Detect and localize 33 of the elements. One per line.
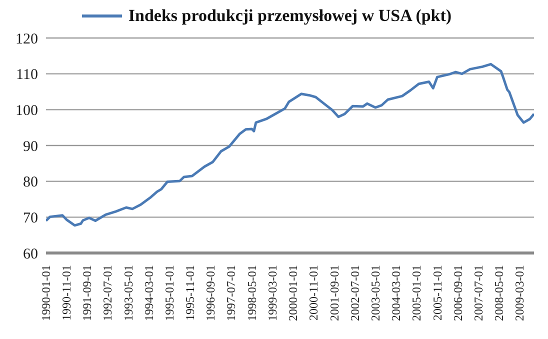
x-tick-label: 2003-05-01 (368, 265, 382, 321)
y-tick-label: 70 (23, 210, 38, 226)
x-tick-label: 1995-11-01 (183, 265, 198, 321)
x-tick-label: 1993-05-01 (121, 265, 136, 321)
x-tick-label: 1994-03-01 (142, 265, 156, 321)
x-tick-label: 2005-11-01 (430, 265, 444, 321)
x-tick-label: 1991-09-01 (80, 265, 94, 321)
x-tick-label: 2008-05-01 (492, 265, 506, 321)
x-tick-label: 1996-09-01 (204, 265, 218, 321)
x-tick-label: 2001-09-01 (327, 265, 342, 321)
y-tick-label: 120 (16, 31, 38, 48)
x-tick-label: 2009-03-01 (512, 265, 527, 321)
line-series (46, 62, 534, 227)
y-tick-label: 100 (16, 102, 38, 119)
x-tick-label: 2002-07-01 (348, 265, 362, 321)
x-tick-label: 1992-07-01 (100, 265, 115, 321)
y-tick-label: 60 (23, 246, 38, 262)
legend-label: Indeks produkcji przemysłowej w USA (pkt) (128, 6, 452, 26)
x-tick-label: 2000-01-01 (286, 265, 300, 321)
x-tick-label: 2000-11-01 (306, 265, 321, 321)
x-tick-label: 2004-03-01 (388, 265, 403, 321)
x-tick-label: 2007-07-01 (471, 265, 486, 321)
x-tick-label: 1995-01-01 (162, 265, 177, 321)
x-tick-label: 1997-07-01 (224, 265, 238, 321)
x-tick-label: 1990-01-01 (39, 265, 53, 321)
y-tick-label: 90 (23, 138, 38, 155)
y-tick-label: 110 (16, 67, 38, 84)
x-tick-label: 1999-03-01 (265, 265, 280, 321)
x-tick-label: 1998-05-01 (244, 265, 259, 321)
y-tick-label: 80 (23, 174, 38, 191)
x-tick-label: 2006-09-01 (450, 265, 465, 321)
x-tick-label: 1990-11-01 (60, 265, 74, 321)
x-tick-label: 2005-01-01 (410, 265, 424, 321)
